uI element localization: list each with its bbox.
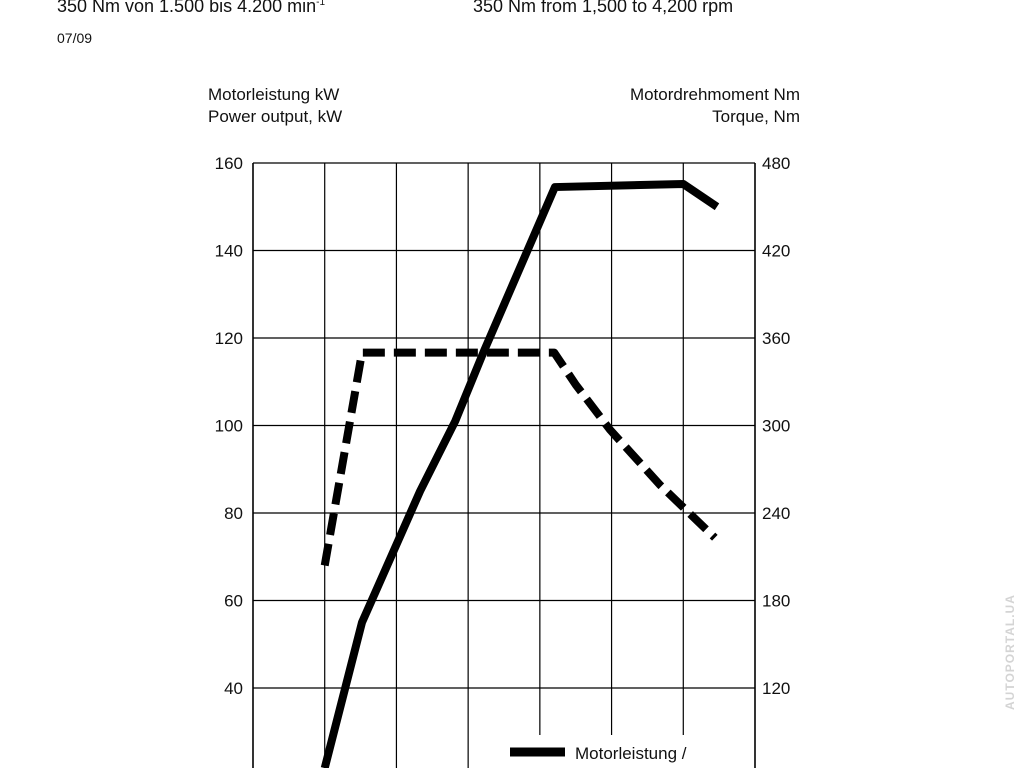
right-tick-label: 300 [762, 417, 790, 436]
legend-label-power: Motorleistung / [575, 744, 687, 763]
left-axis-title: Motorleistung kW Power output, kW [208, 84, 342, 128]
left-tick-label: 120 [215, 329, 243, 348]
left-axis-title-en: Power output, kW [208, 107, 343, 126]
header-english: 350 Nm from 1,500 to 4,200 rpm [473, 0, 734, 16]
header-german-text: 350 Nm von 1.500 bis 4.200 min [57, 0, 317, 16]
power-output-line [320, 180, 720, 768]
left-tick-label: 40 [224, 679, 243, 698]
right-axis-title: Motordrehmoment Nm Torque, Nm [630, 84, 800, 128]
left-tick-label: 140 [215, 242, 243, 261]
left-axis-title-de: Motorleistung kW [208, 85, 340, 104]
left-tick-label: 60 [224, 592, 243, 611]
header-date: 07/09 [57, 30, 93, 46]
left-tick-label: 100 [215, 417, 243, 436]
torque-line [320, 348, 718, 567]
watermark: AUTOPORTAL.UA [1003, 594, 1017, 710]
left-tick-label: 160 [215, 154, 243, 173]
right-axis-title-de: Motordrehmoment Nm [629, 85, 800, 104]
header-german: 350 Nm von 1.500 bis 4.200 min-1 [57, 0, 325, 17]
header-german-sup: -1 [316, 0, 326, 8]
left-tick-label: 80 [224, 504, 243, 523]
right-tick-label: 240 [762, 504, 790, 523]
left-tick-label: 20 [224, 767, 243, 768]
right-tick-label: 420 [762, 242, 790, 261]
right-tick-label: 180 [762, 592, 790, 611]
right-tick-label: 360 [762, 329, 790, 348]
right-tick-label: 60 [762, 767, 781, 768]
right-tick-label: 120 [762, 679, 790, 698]
right-tick-label: 480 [762, 154, 790, 173]
right-axis-title-en: Torque, Nm [712, 107, 800, 126]
